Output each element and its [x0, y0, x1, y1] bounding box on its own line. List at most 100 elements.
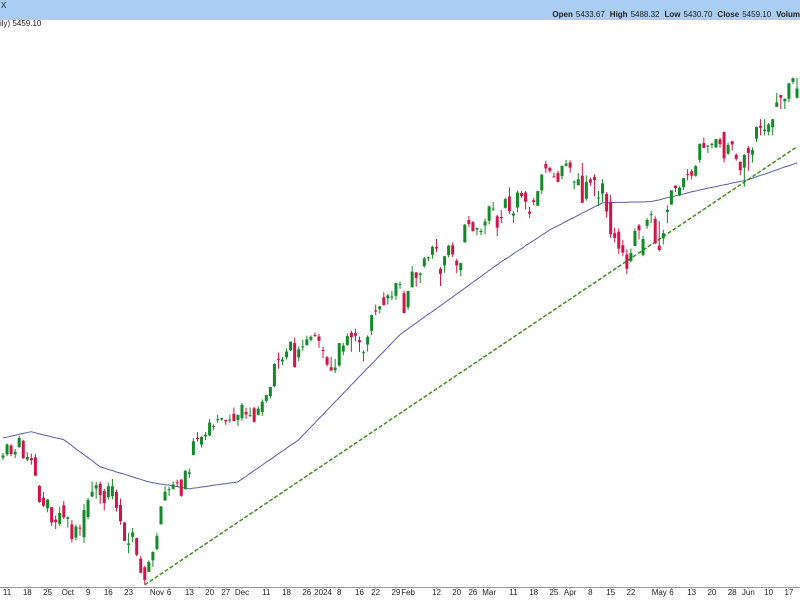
- candle-body: [382, 297, 386, 305]
- candle-body: [374, 310, 378, 312]
- x-tick-label: 18: [282, 588, 291, 597]
- trendline: [144, 146, 798, 586]
- candle-body: [390, 296, 394, 298]
- ohlc-label: Low: [665, 10, 682, 19]
- candle-body: [183, 470, 187, 490]
- candle-body: [86, 499, 90, 518]
- candle-body: [597, 197, 600, 199]
- candle-body: [742, 154, 746, 168]
- candle-body: [33, 457, 37, 476]
- candle-body: [252, 408, 256, 422]
- candle-body: [750, 150, 754, 155]
- candle-body: [313, 335, 317, 337]
- candle-body: [694, 166, 698, 176]
- candle-body: [285, 351, 289, 358]
- ohlc-label: High: [610, 10, 628, 19]
- candle-body: [629, 252, 633, 262]
- candle-body: [216, 419, 220, 421]
- candle-body: [410, 271, 414, 288]
- candle-body: [42, 497, 46, 506]
- candle-body: [155, 536, 159, 549]
- x-tick-label: 11: [3, 588, 12, 597]
- x-tick-label: 26: [468, 588, 477, 597]
- candle-body: [127, 543, 131, 545]
- candle-body: [337, 343, 341, 366]
- candle-body: [114, 492, 118, 508]
- ohlc-label: Open: [552, 10, 573, 19]
- candle-body: [507, 196, 511, 212]
- x-tick-label: 26: [302, 588, 311, 597]
- candle-body: [37, 485, 41, 503]
- candle-body: [495, 216, 499, 228]
- candle-body: [584, 181, 588, 199]
- candle-body: [592, 177, 596, 181]
- x-tick-label: 16: [104, 588, 113, 597]
- candle-body: [118, 504, 122, 522]
- x-tick-label: 18: [529, 588, 538, 597]
- x-tick-label: 10: [764, 588, 773, 597]
- candle-body: [645, 219, 649, 226]
- x-tick-label: 22: [371, 588, 380, 597]
- candle-body: [90, 491, 94, 497]
- candle-body: [370, 315, 374, 331]
- candle-body: [29, 458, 33, 461]
- candle-body: [795, 88, 799, 98]
- candle-body: [714, 139, 718, 148]
- candle-body: [702, 143, 706, 148]
- candle-body: [548, 167, 552, 171]
- candle-body: [678, 187, 682, 196]
- candle-body: [301, 346, 305, 348]
- candle-body: [345, 336, 349, 345]
- x-tick-label: 16: [355, 588, 364, 597]
- candle-body: [730, 141, 734, 145]
- candle-body: [200, 436, 203, 445]
- x-tick-label: May: [652, 588, 667, 597]
- x-tick-label: Dec: [235, 588, 249, 597]
- x-tick-label: 27: [221, 588, 230, 597]
- candle-body: [544, 163, 548, 169]
- x-tick-label: 23: [124, 588, 133, 597]
- x-tick-label: 6: [669, 588, 674, 597]
- candle-body: [260, 401, 264, 412]
- candle-body: [289, 341, 293, 351]
- candle-body: [779, 95, 783, 98]
- candle-body: [426, 257, 430, 259]
- x-tick-label: 22: [626, 588, 635, 597]
- candle-body: [572, 181, 576, 183]
- header-bar: [0, 0, 800, 20]
- candle-body: [451, 245, 455, 255]
- candle-body: [536, 191, 540, 206]
- candle-body: [763, 129, 767, 131]
- legend: ily) 5459.10: [0, 19, 42, 28]
- x-tick-label: Apr: [564, 588, 577, 597]
- candle-body: [321, 350, 325, 352]
- x-tick-label: 25: [43, 588, 52, 597]
- candle-body: [268, 387, 272, 397]
- candle-body: [139, 558, 143, 573]
- candle-body: [787, 83, 791, 99]
- candle-body: [726, 144, 730, 154]
- candle-body: [281, 359, 285, 362]
- candle-body: [609, 201, 613, 235]
- candle-body: [341, 345, 345, 352]
- candle-body: [734, 154, 738, 159]
- candle-body: [475, 228, 479, 230]
- candle-body: [187, 472, 191, 474]
- candle-body: [568, 162, 572, 168]
- candle-body: [613, 233, 617, 238]
- ohlc-value: 5488.32: [631, 10, 660, 19]
- candle-body: [746, 147, 750, 153]
- candle-body: [665, 209, 669, 212]
- candle-body: [520, 192, 524, 197]
- candle-body: [605, 193, 609, 212]
- candle-body: [106, 486, 110, 498]
- x-tick-label: 15: [606, 588, 615, 597]
- candle-body: [706, 145, 710, 147]
- candle-body: [357, 340, 361, 343]
- candle-body: [580, 175, 584, 203]
- candle-body: [791, 78, 795, 82]
- candle-body: [540, 174, 544, 191]
- candle-body: [151, 551, 155, 561]
- candle-body: [532, 200, 536, 203]
